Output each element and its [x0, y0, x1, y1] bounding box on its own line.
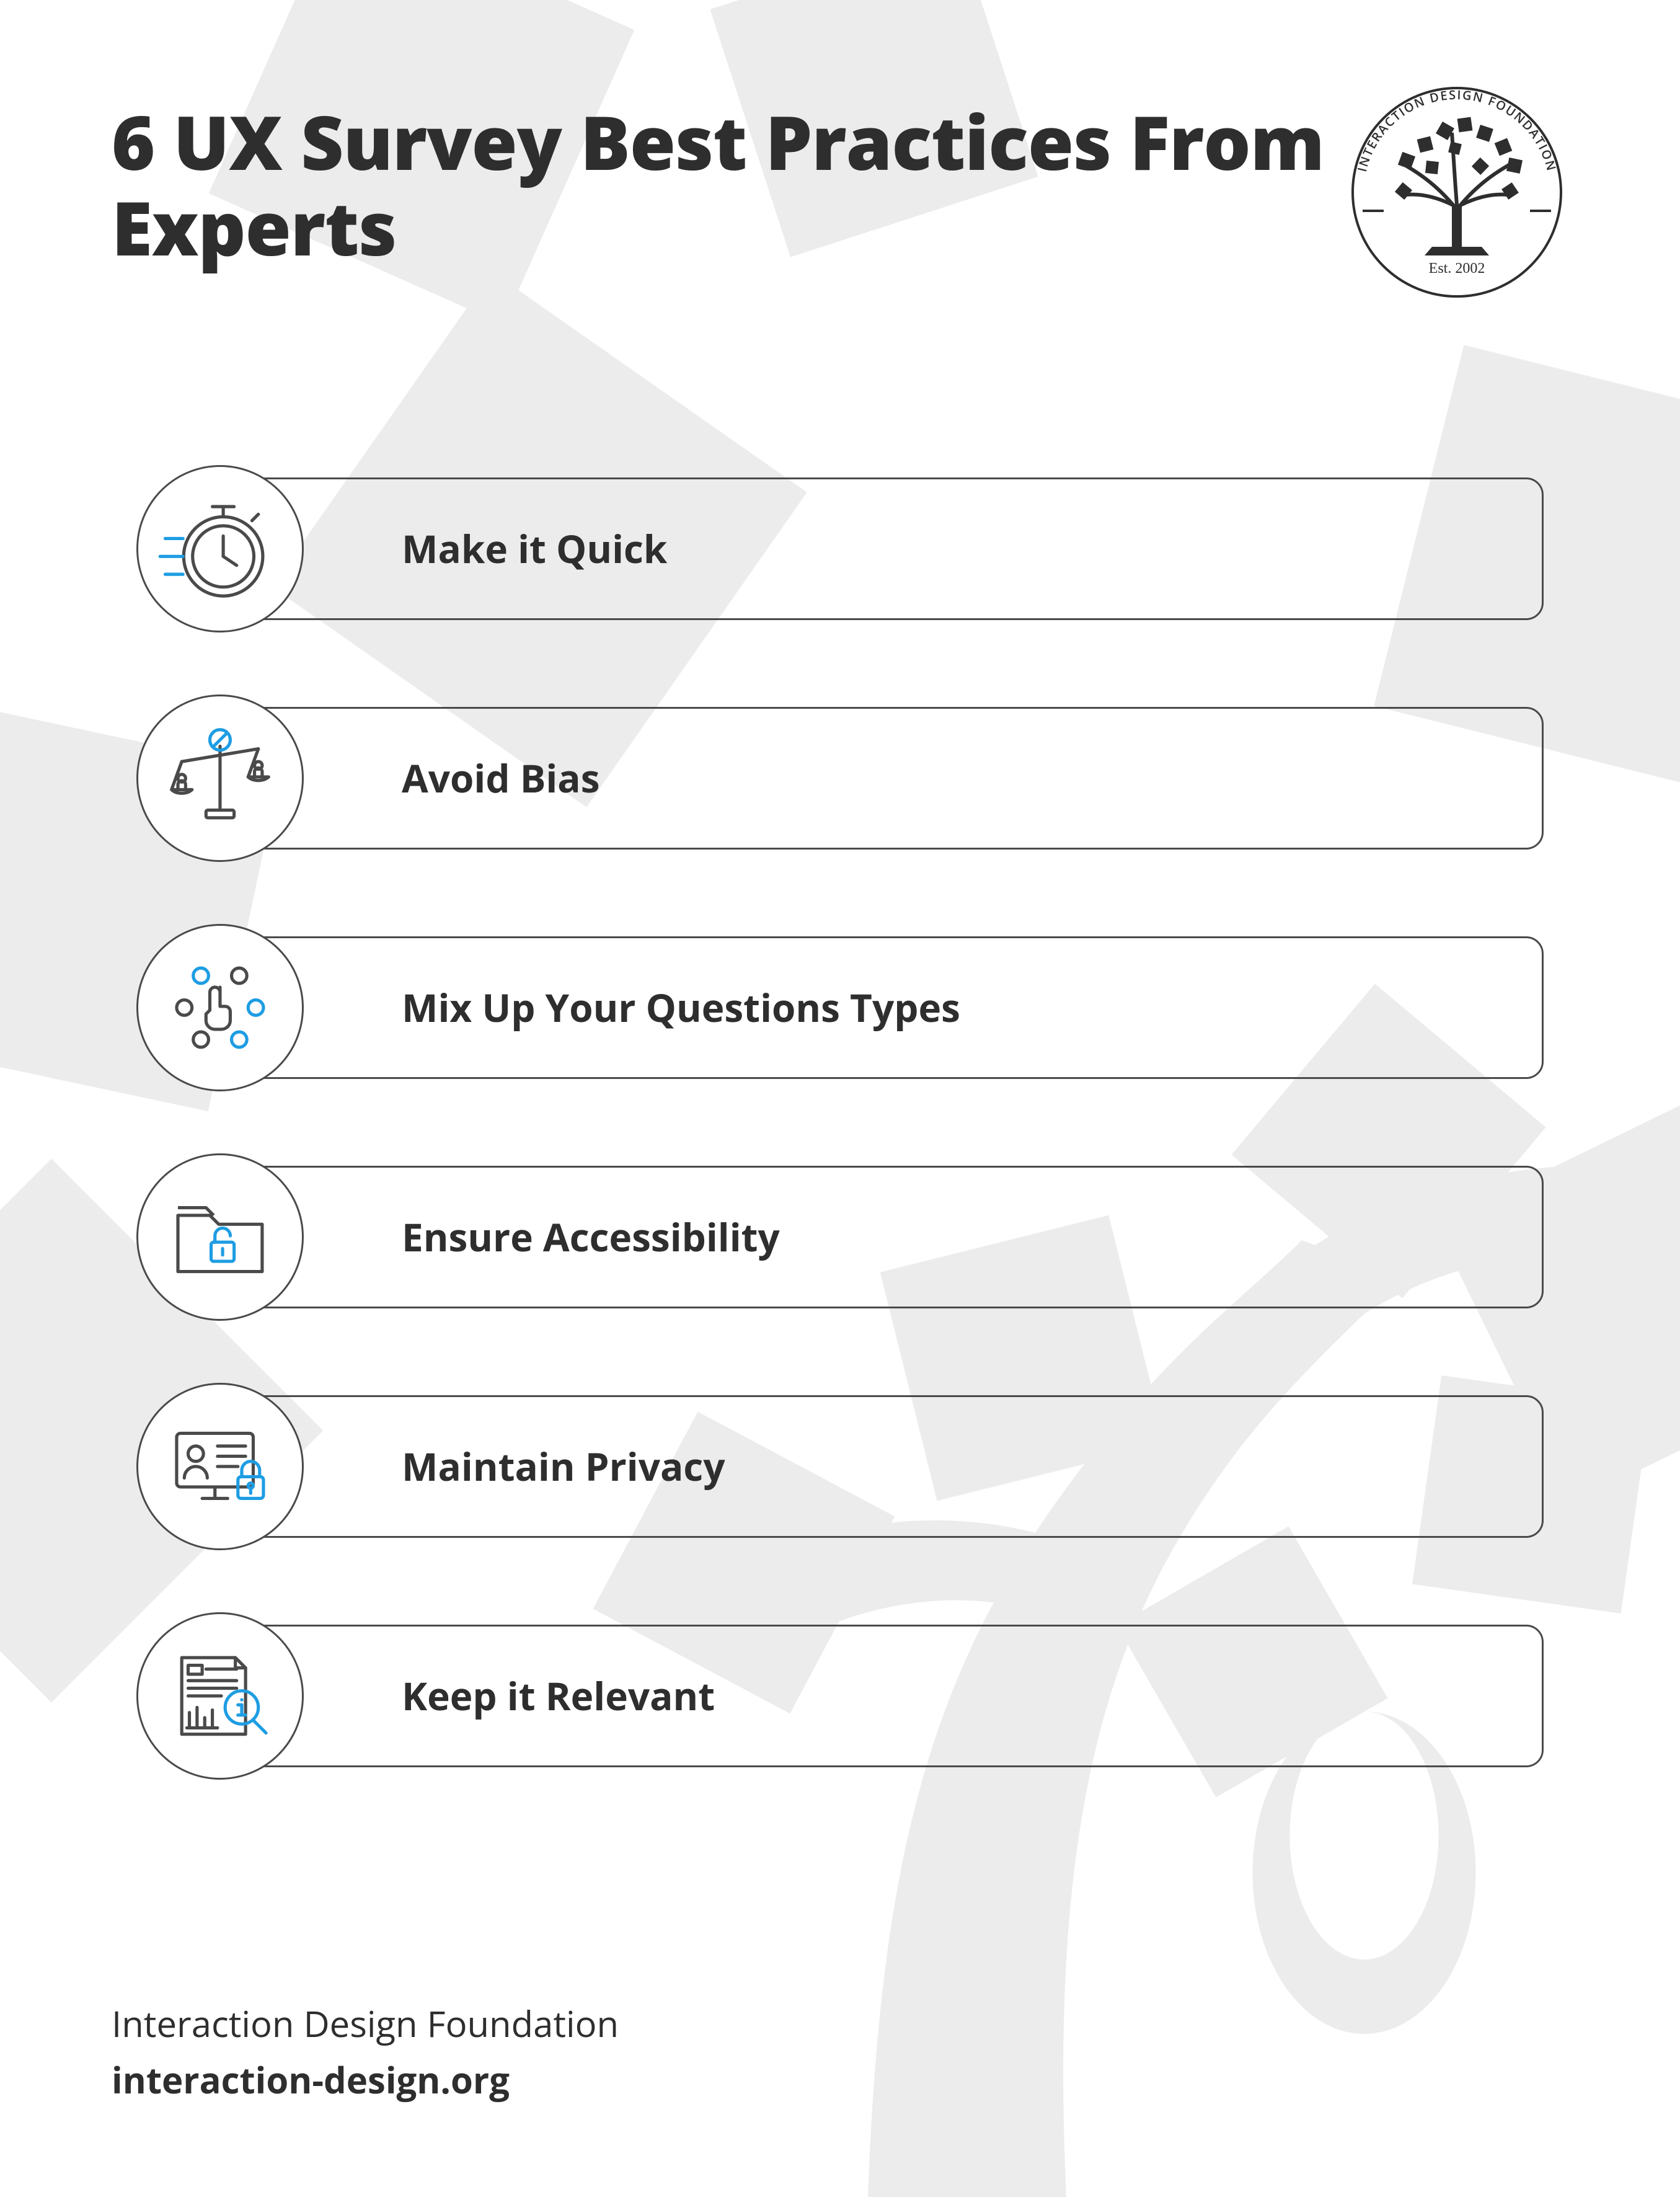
content: 6 UX Survey Best Practices From Experts …: [0, 0, 1680, 2197]
item-bar: Keep it Relevant: [220, 1625, 1544, 1767]
stopwatch-icon: [136, 465, 304, 632]
item-bar: Maintain Privacy: [220, 1395, 1544, 1538]
item-label: Keep it Relevant: [402, 1670, 715, 1722]
screen-privacy-lock-icon: [136, 1383, 304, 1550]
list-item: Maintain Privacy: [136, 1383, 1544, 1550]
report-magnify-icon: [136, 1612, 304, 1780]
item-label: Mix Up Your Questions Types: [402, 982, 960, 1034]
item-label: Make it Quick: [402, 523, 667, 575]
footer-org: Interaction Design Foundation: [112, 1999, 619, 2048]
list-item: Make it Quick: [136, 465, 1544, 632]
list-item: Ensure Accessibility: [136, 1153, 1544, 1321]
practice-list: Make it Quick: [112, 465, 1568, 1780]
logo: INTERACTION DESIGN FOUNDATION: [1345, 81, 1568, 304]
item-bar: Mix Up Your Questions Types: [220, 936, 1544, 1079]
logo-est-text: Est. 2002: [1429, 260, 1485, 277]
item-label: Ensure Accessibility: [402, 1211, 780, 1263]
item-bar: Ensure Accessibility: [220, 1166, 1544, 1308]
header: 6 UX Survey Best Practices From Experts …: [112, 99, 1568, 304]
list-item: Mix Up Your Questions Types: [136, 924, 1544, 1091]
balance-scale-icon: [136, 695, 304, 862]
page-title: 6 UX Survey Best Practices From Experts: [112, 99, 1345, 270]
svg-text:INTERACTION DESIGN FOUNDATION: INTERACTION DESIGN FOUNDATION: [1353, 86, 1560, 174]
list-item: Keep it Relevant: [136, 1612, 1544, 1780]
item-bar: Make it Quick: [220, 477, 1544, 620]
logo-ring-text: INTERACTION DESIGN FOUNDATION: [1353, 86, 1560, 174]
footer: Interaction Design Foundation interactio…: [112, 1999, 619, 2104]
choice-pointer-icon: [136, 924, 304, 1091]
item-label: Avoid Bias: [402, 752, 600, 804]
item-label: Maintain Privacy: [402, 1440, 725, 1493]
list-item: Avoid Bias: [136, 695, 1544, 862]
footer-url: interaction-design.org: [112, 2055, 619, 2104]
page: 6 UX Survey Best Practices From Experts …: [0, 0, 1680, 2197]
open-folder-lock-icon: [136, 1153, 304, 1321]
item-bar: Avoid Bias: [220, 707, 1544, 850]
